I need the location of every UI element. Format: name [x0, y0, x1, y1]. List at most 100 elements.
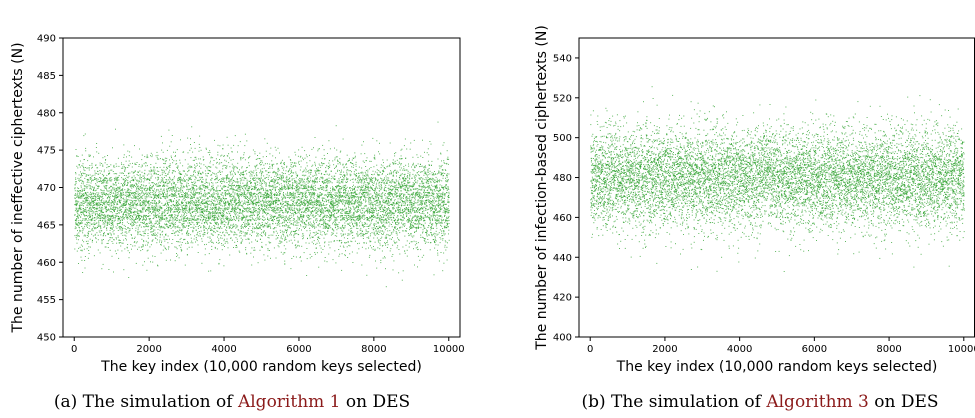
scatter-point	[171, 208, 173, 210]
scatter-point	[211, 202, 213, 204]
scatter-point	[241, 193, 243, 195]
scatter-point	[99, 164, 101, 166]
scatter-point	[163, 215, 165, 217]
scatter-point	[90, 177, 92, 179]
scatter-point	[193, 216, 195, 218]
scatter-point	[242, 210, 244, 212]
scatter-point	[233, 189, 235, 190]
scatter-point	[158, 220, 160, 222]
scatter-point	[142, 264, 144, 266]
scatter-point	[106, 167, 108, 169]
scatter-point	[152, 239, 154, 241]
scatter-point	[258, 204, 260, 206]
scatter-point	[107, 166, 109, 168]
scatter-point	[144, 203, 146, 205]
scatter-point	[124, 170, 126, 172]
scatter-point	[130, 184, 132, 186]
scatter-point	[210, 230, 211, 231]
scatter-point	[182, 195, 184, 197]
scatter-point	[112, 186, 114, 188]
scatter-point	[103, 203, 105, 205]
scatter-point	[140, 193, 142, 195]
scatter-point	[163, 193, 165, 195]
scatter-point	[194, 219, 196, 220]
scatter-point	[112, 220, 114, 222]
scatter-point	[227, 222, 229, 224]
scatter-point	[251, 189, 253, 190]
scatter-point	[79, 205, 81, 207]
scatter-point	[87, 195, 88, 197]
scatter-point	[168, 187, 170, 189]
scatter-point	[152, 234, 153, 236]
scatter-point	[121, 172, 123, 174]
scatter-point	[80, 190, 81, 191]
scatter-point	[124, 234, 126, 236]
scatter-point	[231, 187, 233, 189]
scatter-point	[191, 184, 193, 186]
scatter-point	[215, 178, 217, 179]
scatter-point	[85, 206, 87, 208]
scatter-point	[256, 216, 258, 218]
scatter-point	[189, 165, 191, 167]
scatter-point	[215, 179, 217, 181]
scatter-point	[174, 175, 175, 177]
scatter-point	[210, 233, 212, 235]
scatter-point	[253, 180, 255, 181]
scatter-point	[181, 214, 183, 216]
scatter-point	[133, 193, 135, 195]
scatter-point	[251, 203, 253, 205]
scatter-point	[141, 171, 143, 173]
scatter-point	[111, 216, 113, 218]
scatter-point	[87, 186, 89, 188]
scatter-point	[88, 196, 90, 197]
scatter-point	[207, 214, 209, 216]
scatter-point	[103, 191, 105, 193]
scatter-point	[247, 202, 249, 203]
scatter-point	[234, 208, 236, 209]
scatter-point	[210, 201, 212, 203]
scatter-point	[159, 236, 161, 238]
scatter-point	[238, 204, 240, 206]
scatter-point	[193, 227, 195, 229]
scatter-point	[153, 214, 155, 216]
scatter-point	[216, 188, 218, 190]
scatter-point	[94, 174, 96, 176]
scatter-point	[74, 194, 76, 196]
scatter-point	[119, 207, 121, 209]
scatter-point	[221, 244, 223, 246]
scatter-point	[219, 209, 221, 211]
scatter-point	[200, 204, 202, 206]
scatter-point	[115, 178, 117, 180]
scatter-point	[133, 175, 135, 177]
scatter-point	[164, 209, 166, 210]
scatter-point	[169, 220, 171, 222]
scatter-point	[136, 218, 137, 220]
scatter-point	[109, 229, 111, 231]
scatter-point	[130, 207, 132, 209]
scatter-point	[247, 184, 249, 186]
scatter-point	[206, 186, 208, 188]
scatter-point	[141, 191, 143, 193]
scatter-point	[131, 237, 133, 239]
scatter-point	[224, 220, 226, 222]
scatter-point	[163, 182, 165, 184]
scatter-point	[80, 190, 82, 192]
scatter-point	[241, 224, 243, 225]
scatter-point	[255, 203, 257, 205]
scatter-point	[118, 175, 120, 177]
scatter-point	[205, 211, 207, 213]
scatter-point	[207, 165, 209, 167]
scatter-point	[260, 205, 262, 207]
scatter-point	[157, 265, 159, 267]
scatter-point	[196, 164, 198, 166]
scatter-point	[113, 177, 115, 179]
scatter-point	[83, 210, 85, 212]
scatter-point	[227, 186, 229, 188]
scatter-point	[216, 190, 218, 192]
scatter-point	[190, 197, 192, 199]
scatter-point	[189, 167, 191, 169]
scatter-point	[223, 205, 225, 207]
scatter-point	[87, 197, 88, 198]
scatter-point	[166, 207, 167, 209]
scatter-point	[88, 222, 90, 223]
